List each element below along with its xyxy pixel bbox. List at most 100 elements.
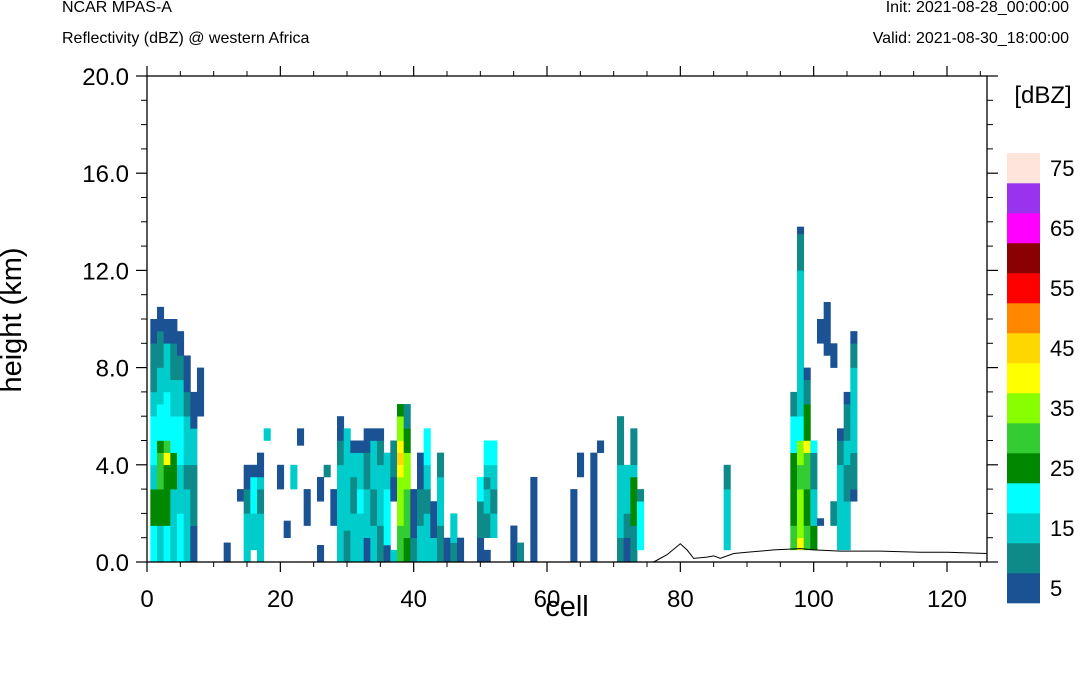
colorbar-label-65: 65 [1050,216,1074,241]
cell-1-layer-1 [150,489,158,526]
cell-5-layer-2 [177,416,185,466]
cell-43-layer-0 [430,537,438,563]
cell-33-layer-3 [363,428,371,453]
cell-16-layer-1 [250,476,258,514]
cell-100-layer-2 [810,452,818,490]
cell-41-layer-0 [417,525,425,563]
colorbar-label-75: 75 [1050,156,1074,181]
cell-50-layer-1 [477,501,485,538]
cell-35-layer-2 [377,440,385,466]
plot-frame [146,75,988,563]
colorbar-swatch-55 [1007,273,1040,304]
cell-105-layer-3 [843,404,851,441]
cell-34-layer-2 [370,440,378,490]
x-tick-label-0: 0 [140,586,153,613]
cell-41-layer-1 [417,489,425,526]
cell-37-layer-0 [390,549,398,563]
cell-72-layer-2 [623,476,631,514]
header-init-time: Init: 2021-08-28_00:00:00 [885,0,1069,16]
cell-71-layer-3 [617,416,625,466]
cell-4-layer-2 [170,416,178,453]
cell-73-layer-3 [630,464,638,478]
cell-42-layer-0 [423,513,431,563]
colorbar-unit-label: [dBZ] [1014,82,1071,109]
cell-37-layer-2 [390,440,398,478]
cell-104-layer-0 [837,464,845,551]
cell-1-layer-6 [150,319,158,344]
y-tick-label-1: 4.0 [96,453,129,480]
cell-100-layer-1 [810,489,818,526]
cell-31-layer-1 [350,476,358,514]
cell-106-layer-5 [850,331,858,344]
cell-101-layer-0 [817,518,825,526]
cell-87-layer-0 [723,489,731,551]
cell-35-layer-0 [377,525,385,563]
cell-71-layer-2 [617,464,625,502]
colorbar-swatch-75 [1007,153,1040,184]
cell-45-layer-0 [443,537,451,563]
cell-73-layer-0 [630,525,638,563]
cell-28-layer-0 [330,489,338,526]
cell-32-layer-2 [357,452,365,490]
cell-38-layer-0 [397,525,405,563]
cell-99-layer-0 [803,525,811,551]
axis-tick-labels: 0 20 40 60 80 100 120 0.0 4.0 8.0 12.0 16.0 20.0 [82,64,967,613]
cell-39-layer-2 [403,452,411,490]
cell-87-layer-1 [723,464,731,490]
cell-5-layer-4 [177,355,185,381]
cell-1-layer-2 [150,464,158,490]
cell-7-layer-0 [190,525,198,563]
cell-6-layer-4 [183,355,191,393]
cell-36-layer-0 [383,544,391,563]
cell-73-layer-4 [630,428,638,466]
cell-55-layer-0 [510,525,518,563]
cell-16-layer-2 [250,464,258,478]
terrain-line [653,543,988,563]
cell-104-layer-1 [837,440,845,466]
cell-39-layer-3 [403,428,411,453]
cell-99-layer-3 [803,440,811,453]
cell-15-layer-1 [243,489,251,514]
cell-99-layer-1 [803,489,811,526]
cell-102-layer-0 [823,301,831,356]
cell-99-layer-4 [803,404,811,441]
cell-32-layer-3 [357,440,365,453]
cell-26-layer-1 [317,476,325,502]
cell-30-layer-1 [343,452,351,531]
cell-38-layer-6 [397,404,405,417]
colorbar-swatch-60 [1007,243,1040,274]
cell-6-layer-2 [183,416,191,466]
cell-51-layer-4 [483,464,491,478]
cell-17-layer-3 [257,452,265,478]
cell-46-layer-1 [450,513,458,543]
cell-52-layer-1 [490,489,498,514]
cell-34-layer-1 [370,489,378,526]
colorbar-swatch-30 [1007,423,1040,454]
cell-72-layer-0 [623,537,631,563]
cell-106-layer-4 [850,343,858,368]
colorbar-swatch-20 [1007,483,1040,514]
cell-15-layer-2 [243,464,251,490]
cell-30-layer-0 [343,530,351,563]
colorbar-swatch-70 [1007,183,1040,214]
cell-64-layer-0 [570,489,578,563]
cell-18-layer-0 [263,428,271,441]
reflectivity-cells [150,226,858,563]
cell-44-layer-1 [437,476,445,526]
cell-98-layer-2 [797,464,805,490]
cell-99-layer-6 [803,367,811,381]
cell-47-layer-0 [457,537,465,563]
cell-3-layer-2 [163,452,171,466]
cell-98-layer-7 [797,233,805,271]
cell-1-layer-4 [150,391,158,417]
cell-29-layer-2 [337,416,345,441]
cell-105-layer-1 [843,464,851,502]
colorbar-swatch-25 [1007,453,1040,484]
colorbar: 5 15 25 35 45 55 65 75 [1007,153,1074,604]
cell-71-layer-0 [617,537,625,563]
cell-3-layer-4 [163,391,171,441]
cell-51-layer-0 [483,549,491,563]
cell-7-layer-3 [190,391,198,429]
cell-2-layer-6 [157,331,165,368]
cell-72-layer-1 [623,513,631,538]
